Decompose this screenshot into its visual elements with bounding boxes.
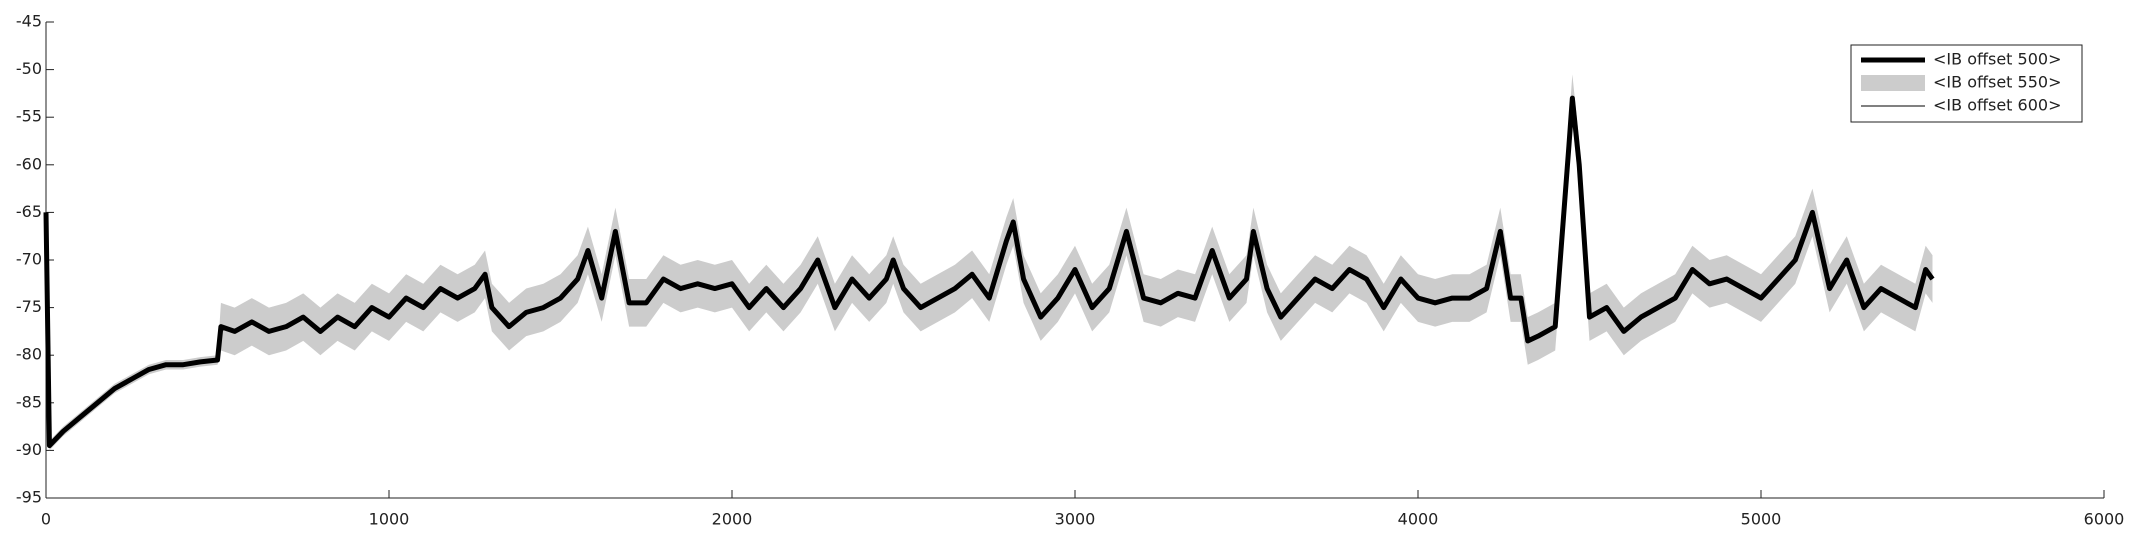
x-tick-label: 4000 — [1398, 510, 1439, 529]
y-tick-label: -90 — [16, 440, 42, 459]
x-tick-label: 3000 — [1055, 510, 1096, 529]
y-tick-label: -65 — [16, 202, 42, 221]
y-tick-label: -60 — [16, 154, 42, 173]
legend-label: <IB offset 500> — [1933, 50, 2061, 69]
line — [43, 95, 1935, 449]
y-tick-label: -70 — [16, 250, 42, 269]
x-tick-label: 5000 — [1741, 510, 1782, 529]
y-tick-label: -85 — [16, 392, 42, 411]
x-tick-label: 2000 — [712, 510, 753, 529]
y-tick-label: -75 — [16, 297, 42, 316]
y-tick-label: -50 — [16, 59, 42, 78]
legend-label: <IB offset 600> — [1933, 96, 2061, 115]
x-tick-label: 6000 — [2084, 510, 2125, 529]
y-tick-label: -80 — [16, 345, 42, 364]
legend-swatch — [1861, 75, 1925, 91]
x-tick-label: 0 — [41, 510, 51, 529]
legend-label: <IB offset 550> — [1933, 73, 2061, 92]
line — [45, 97, 1933, 447]
band — [46, 74, 1933, 451]
x-tick-label: 1000 — [369, 510, 410, 529]
y-tick-label: -55 — [16, 107, 42, 126]
y-tick-label: -95 — [16, 488, 42, 507]
y-tick-label: -45 — [16, 12, 42, 31]
